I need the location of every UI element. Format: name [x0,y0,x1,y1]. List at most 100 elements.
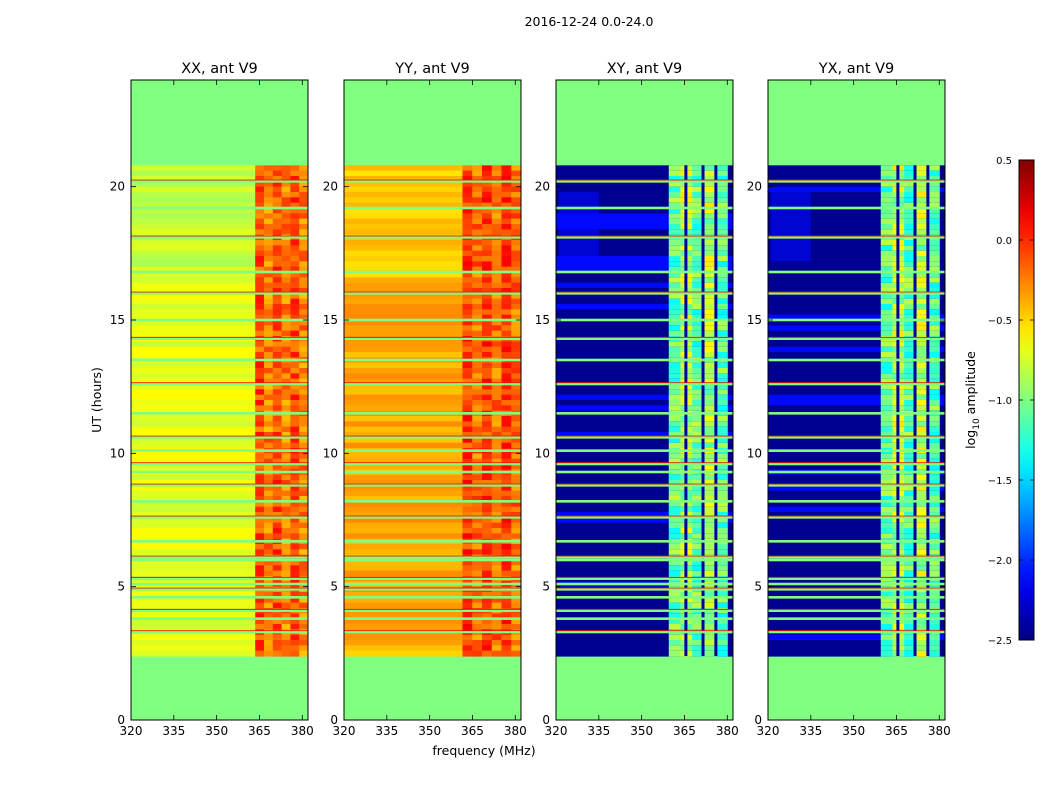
heatmap-cell [880,202,893,209]
heatmap-cell [904,256,917,262]
x-tick-label: 365 [673,724,696,738]
heatmap-cell [344,352,463,358]
heatmap-cell [263,544,274,550]
heatmap-cell [462,442,473,449]
heatmap-cell [290,501,300,508]
heatmap-cell [768,192,945,198]
heatmap-cell [344,165,463,172]
heatmap-cell [491,570,502,577]
heatmap-cell [692,378,705,385]
heatmap-cell [462,314,473,321]
heatmap-cell [703,309,717,316]
heatmap-cell [272,464,283,470]
heatmap-cell [481,421,493,428]
y-tick-label: 10 [323,446,338,460]
y-tick-label: 0 [117,713,125,727]
heatmap-cell [556,426,733,433]
heatmap-cell [668,592,681,598]
heatmap-cell [481,570,493,577]
heatmap-cell [462,202,473,209]
heatmap-cell [915,245,929,252]
heatmap-cell [511,192,522,198]
heatmap-cell [272,602,283,609]
heatmap-cell [692,245,705,252]
heatmap-cell [131,202,256,209]
heatmap-cell [692,570,705,577]
heatmap-cell [768,634,945,641]
heatmap-cell [263,640,274,646]
heatmap-cell [668,618,681,625]
y-tick-label: 20 [747,180,762,194]
heatmap-cell [131,266,256,273]
heatmap-cell [272,517,283,524]
heatmap-cell [462,480,473,486]
heatmap-cell [668,266,681,273]
heatmap-cell [290,256,300,262]
heatmap-cell [904,634,917,641]
heatmap-cell [131,352,256,358]
heatmap-cell [491,421,502,428]
heatmap-cell [255,352,265,358]
heatmap-cell [904,373,917,380]
heatmap-cell [715,272,728,278]
heatmap-cell [290,352,300,358]
heatmap-cell [927,624,940,630]
flagged-row [556,588,733,591]
heatmap-cell [668,245,681,252]
heatmap-cell [344,421,463,428]
flagged-row [768,540,945,543]
heatmap-cell [481,218,493,225]
heatmap-cell [768,597,945,604]
heatmap-cell [927,250,940,257]
heatmap-cell [904,512,917,518]
heatmap-cell [511,176,522,182]
heatmap-cell [255,362,265,369]
heatmap-cell [255,453,265,460]
heatmap-cell [290,245,300,252]
heatmap-cell [915,202,929,209]
heatmap-cell [915,293,929,300]
heatmap-cell [904,437,917,444]
heatmap-cell [501,346,512,353]
heatmap-cell [668,464,681,470]
heatmap-cell [768,256,945,262]
heatmap-cell [491,282,502,289]
heatmap-cell [703,432,717,438]
heatmap-cell [692,501,705,508]
heatmap-cell [491,213,502,220]
heatmap-cell [290,624,300,630]
heatmap-cell [281,384,291,390]
heatmap-cell [927,272,940,278]
heatmap-patch [558,192,599,262]
heatmap-cell [511,613,522,620]
heatmap-cell [715,501,728,508]
heatmap-cell [491,181,502,188]
panel-title: YY, ant V9 [394,61,469,77]
heatmap-cell [472,485,483,492]
heatmap-cell [263,176,274,182]
heatmap-cell [692,389,705,396]
heatmap-cell [290,240,300,246]
heatmap-cell [692,181,705,188]
colorbar-tick-label: 0.0 [996,236,1012,247]
heatmap-cell [715,325,728,332]
heatmap-cell [472,304,483,310]
flagged-row [344,449,521,452]
heatmap-cell [880,618,893,625]
heatmap-cell [927,362,940,369]
heatmap-cell [556,288,733,294]
heatmap-cell [472,325,483,332]
heatmap-cell [299,378,309,385]
heatmap-cell [556,634,733,641]
heatmap-cell [255,266,265,273]
heatmap-cell [290,314,300,321]
heatmap-cell [880,512,893,518]
heatmap-cell [668,528,681,534]
heatmap-cell [768,368,945,374]
heatmap-cell [501,218,512,225]
flagged-row [131,382,308,386]
heatmap-cell [272,613,283,620]
heatmap-cell [511,346,522,353]
heatmap-cell [263,250,274,257]
heatmap-cell [491,432,502,438]
